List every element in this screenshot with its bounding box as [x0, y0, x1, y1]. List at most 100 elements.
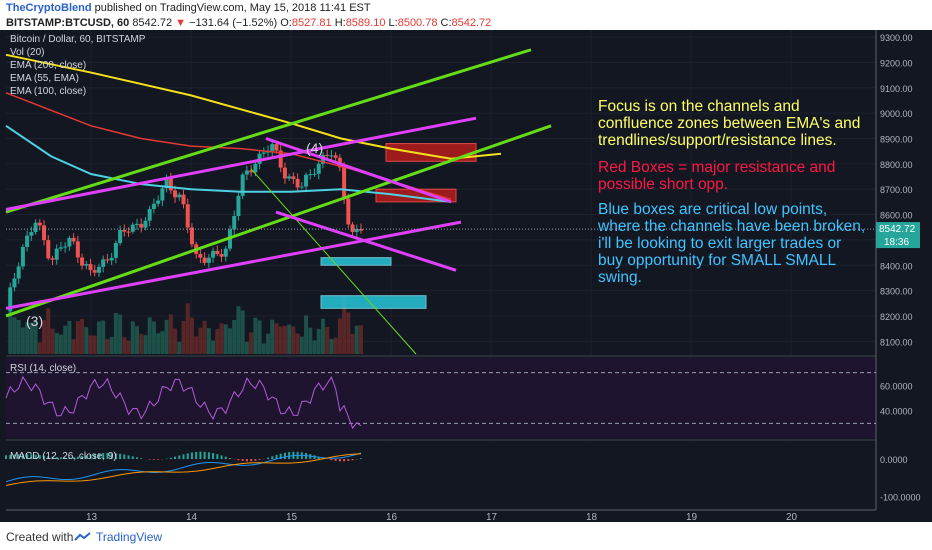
macd-histogram-bar: [275, 454, 278, 460]
blue-support-box: [320, 295, 427, 309]
chart-area[interactable]: 8100.008200.008300.008400.008500.008600.…: [0, 30, 932, 522]
volume-bar: [54, 333, 59, 354]
macd-histogram-bar: [360, 458, 362, 460]
macd-tick-label: 0.0000: [880, 455, 908, 465]
rsi-label[interactable]: RSI (14, close): [10, 363, 76, 374]
tradingview-logo-icon: [74, 532, 91, 541]
macd-histogram-bar: [17, 454, 20, 460]
volume-bar: [58, 334, 63, 354]
candle-body: [160, 188, 165, 201]
price-tick-label: 9200.00: [880, 58, 913, 68]
candle-body: [63, 246, 68, 248]
rsi-axis-labels: 40.0000 60.0000: [880, 381, 913, 416]
macd-histogram-bar: [254, 459, 257, 461]
volume-bar: [342, 296, 347, 354]
macd-histogram-bar: [212, 453, 215, 460]
candle-body: [219, 254, 224, 257]
candle-body: [118, 230, 123, 243]
macd-pane[interactable]: [6, 442, 876, 510]
macd-histogram-bar: [313, 455, 316, 460]
rsi-line: [5, 375, 362, 430]
macd-histogram-bar: [203, 451, 206, 460]
volume-bar: [173, 328, 178, 354]
zone-boxes: [320, 143, 477, 309]
time-tick-label: 15: [286, 512, 298, 522]
volume-bar: [198, 327, 203, 354]
volume-bar: [46, 308, 51, 354]
candle-body: [88, 264, 93, 271]
candle-body: [270, 144, 275, 151]
candle-body: [304, 174, 309, 187]
candle-body: [316, 163, 321, 174]
macd-histogram-bar: [216, 454, 219, 460]
macd-label[interactable]: MACD (12, 26, close, 9): [10, 451, 117, 462]
chart-header: TheCryptoBlend published on TradingView.…: [0, 0, 932, 30]
candle-body: [164, 178, 169, 189]
volume-bar: [63, 325, 68, 354]
macd-histogram-bar: [271, 456, 274, 460]
macd-histogram-bar: [81, 456, 84, 460]
macd-histogram-bar: [186, 453, 189, 460]
candle-body: [84, 264, 89, 266]
volume-bar: [206, 328, 211, 354]
volume-bar: [312, 340, 317, 354]
candle-body: [295, 178, 300, 188]
legend-vol[interactable]: Vol (20): [10, 47, 44, 58]
candle-body: [206, 257, 211, 263]
candle-body: [181, 194, 186, 205]
candle-body: [274, 144, 279, 151]
red-box-annotation: Red Boxes = major resistance and possibl…: [598, 159, 836, 193]
candle-body: [126, 231, 131, 233]
candle-body: [67, 237, 72, 247]
candle-body: [58, 247, 63, 249]
legend-ema100[interactable]: EMA (100, close): [10, 86, 86, 97]
macd-histogram-bar: [26, 454, 29, 460]
macd-histogram-bar: [34, 454, 37, 460]
price-axis[interactable]: [876, 30, 932, 522]
candle-body: [29, 232, 34, 236]
volume-bar: [25, 322, 30, 354]
macd-histogram-bar: [30, 454, 33, 460]
symbol-label: BITSTAMP:BTCUSD, 60: [6, 17, 130, 29]
volume-bar: [92, 335, 97, 354]
rsi-lines: [5, 372, 876, 430]
volume-bar: [329, 339, 334, 354]
time-tick-label: 13: [86, 512, 98, 522]
macd-histogram-bar: [178, 455, 181, 460]
volume-bar: [337, 318, 342, 354]
legend-ema55[interactable]: EMA (55, EMA): [10, 73, 79, 84]
legend-title[interactable]: Bitcoin / Dollar, 60, BITSTAMP: [10, 34, 146, 45]
published-text: published on TradingView.com, May 15, 20…: [94, 2, 371, 14]
blue-support-box: [320, 257, 392, 266]
macd-histogram-bar: [288, 452, 291, 460]
macd-histogram-bar: [330, 459, 333, 461]
macd-histogram-bar: [174, 456, 177, 460]
candle-body: [287, 176, 292, 179]
volume-bar: [215, 329, 220, 354]
ema200-line[interactable]: [5, 53, 502, 160]
candle-body: [46, 240, 51, 259]
candle-body: [253, 163, 258, 173]
volume-bar: [50, 328, 55, 354]
volume-bar: [333, 337, 338, 354]
candle-body: [105, 259, 110, 261]
volume-bar: [126, 340, 131, 354]
legend-ema200[interactable]: EMA (200, close): [10, 60, 86, 71]
tradingview-link[interactable]: TradingView: [96, 530, 163, 544]
low-label: L:: [388, 17, 398, 29]
volume-bar: [253, 317, 258, 354]
candle-body: [282, 167, 287, 179]
price-tick-label: 8200.00: [880, 312, 913, 322]
author-name[interactable]: TheCryptoBlend: [6, 2, 92, 14]
focus-annotation: Focus is on the channels and confluence …: [598, 98, 861, 149]
volume-bar: [113, 313, 118, 354]
created-with-text: Created with: [6, 530, 74, 544]
volume-bar: [240, 310, 245, 354]
macd-histogram-bar: [347, 459, 350, 461]
volume-bar: [105, 339, 110, 354]
volume-bar: [266, 333, 271, 354]
rsi-pane[interactable]: [6, 358, 876, 438]
volume-bar: [295, 333, 300, 354]
candle-body: [42, 225, 47, 241]
trendlines[interactable]: [5, 48, 552, 355]
